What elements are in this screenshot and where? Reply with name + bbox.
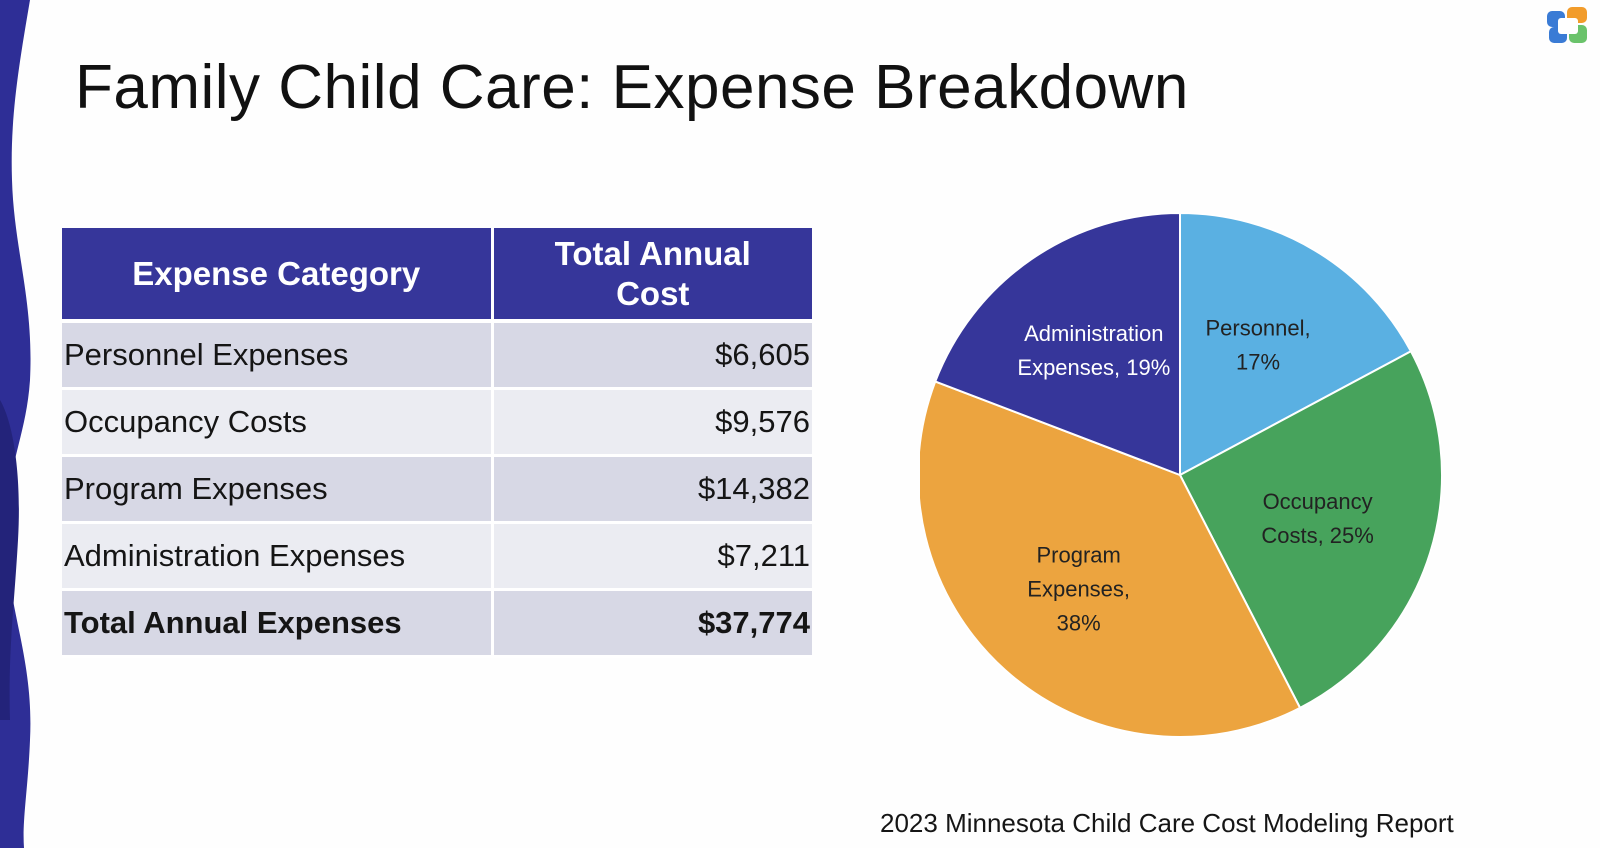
row-cost: $9,576 [492,388,812,457]
total-category: Total Annual Expenses [62,589,494,658]
row-category: Personnel Expenses [62,321,494,390]
header-expense-category: Expense Category [62,228,494,323]
pie-slice-label: Occupancy Costs, 25% [1261,489,1374,548]
table-row: Program Expenses $14,382 [62,455,812,524]
table-row: Personnel Expenses $6,605 [62,321,812,390]
row-cost: $14,382 [492,455,812,524]
source-citation: 2023 Minnesota Child Care Cost Modeling … [880,808,1454,838]
pie-slice [933,211,1181,477]
pie-slice [920,380,1302,738]
total-cost: $37,774 [492,589,812,658]
table-row: Administration Expenses $7,211 [62,522,812,591]
pie-slice [1178,349,1443,710]
expense-table: Expense Category Total Annual Cost Person… [62,228,812,658]
row-cost: $6,605 [492,321,812,390]
slide-title: Family Child Care: Expense Breakdown [75,53,1189,122]
left-wave-decoration [0,0,31,848]
row-cost: $7,211 [492,522,812,591]
row-category: Occupancy Costs [62,388,494,457]
pie-slice-label: Administration Expenses, 19% [1017,321,1170,380]
expense-pie-chart: Personnel, 17% Occupancy Costs, 25% Program E… [920,211,1443,738]
table-total-row: Total Annual Expenses $37,774 [62,589,812,658]
header-total-annual-cost: Total Annual Cost [492,228,812,323]
table-row: Occupancy Costs $9,576 [62,388,812,457]
pie-slice-label: Personnel, 17% [1205,316,1310,375]
row-category: Administration Expenses [62,522,494,591]
row-category: Program Expenses [62,455,494,524]
pie-slice [1179,211,1413,477]
table-header-row: Expense Category Total Annual Cost [62,228,812,323]
brand-logo-icon [1547,7,1587,43]
pie-slice-label: Program Expenses, 38% [1027,542,1130,635]
